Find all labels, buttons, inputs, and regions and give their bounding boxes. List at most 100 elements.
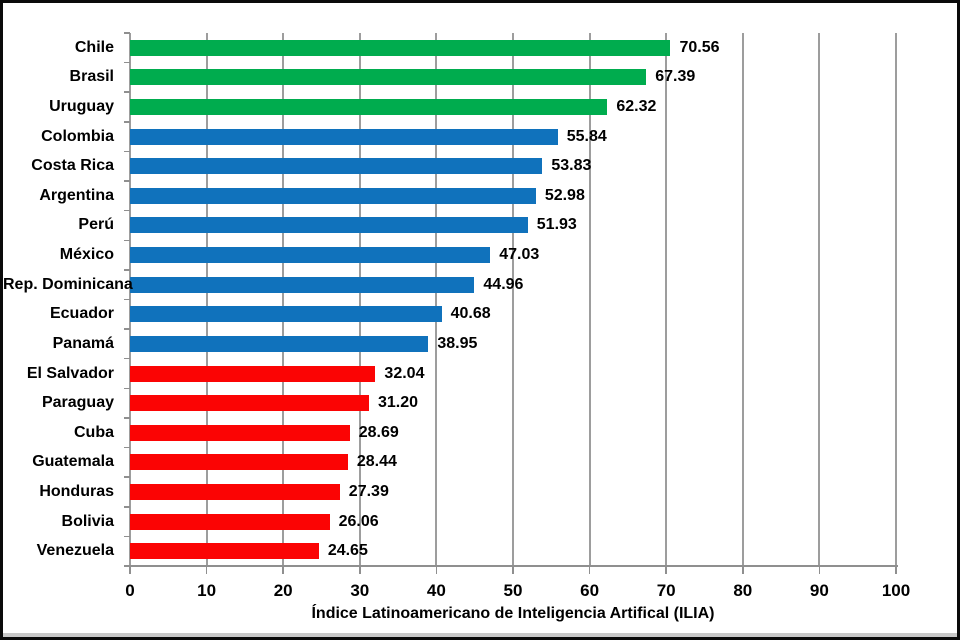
x-axis-tick [665,566,667,574]
y-axis-tick [124,328,130,330]
bar-value-label: 51.93 [536,216,577,234]
gridline [282,33,285,566]
category-label: El Salvador [26,364,114,382]
bar-rep-dominicana [130,276,475,293]
x-tick-label: 20 [273,581,293,600]
y-axis-tick [124,387,130,390]
bar-bolivia [130,513,330,530]
category-label: Colombia [41,127,114,145]
y-axis-tick [124,150,130,153]
y-axis-tick [124,446,130,449]
bar-brasil [130,69,647,86]
y-axis-tick [124,121,130,123]
bar-venezuela [130,543,319,560]
gridline [895,33,897,566]
bar-colombia [130,128,558,145]
bar-row: 32.04 [130,359,896,389]
x-axis-tick [818,566,821,574]
bar-row: 53.83 [130,151,896,181]
y-axis-tick [124,357,130,360]
bar-row: 55.84 [130,122,896,152]
bar-m-xico [130,247,491,264]
bar-value-label: 24.65 [327,542,368,560]
category-label: Guatemala [32,453,114,471]
x-axis-tick [129,566,131,574]
gridline [205,33,208,566]
bar-chile [130,39,671,56]
y-axis-tick [124,476,130,478]
gridline [818,33,821,566]
bar-row: 28.44 [130,448,896,478]
category-label: Costa Rica [31,157,114,175]
y-axis-tick [124,417,130,419]
gridline [358,33,361,566]
x-tick-label: 100 [881,581,911,600]
bar-value-label: 27.39 [348,482,389,500]
category-label: Bolivia [61,512,114,530]
x-axis-tick [512,566,514,574]
gridline [435,33,438,566]
bar-row: 44.96 [130,270,896,300]
x-axis-tick [742,566,744,574]
bar-honduras [130,483,340,500]
y-axis-tick [124,506,130,508]
bar-row: 40.68 [130,300,896,330]
bar-row: 47.03 [130,240,896,270]
bar-value-label: 52.98 [544,186,585,204]
bar-row: 70.56 [130,33,896,63]
x-axis-tick [435,566,438,574]
x-axis-tick [205,566,208,574]
bar-value-label: 31.20 [377,394,419,412]
category-label: Honduras [39,482,114,500]
bar-value-label: 53.83 [551,157,592,175]
y-axis-tick [124,239,130,242]
bar-uruguay [130,99,608,116]
bar-value-label: 55.84 [566,127,607,145]
bar-row: 67.39 [130,63,896,93]
gridline [665,33,668,566]
category-label: Rep. Dominicana [3,275,133,293]
bar-value-label: 28.69 [358,423,399,441]
bar-el-salvador [130,365,376,382]
bar-per- [130,217,528,234]
x-axis-tick [895,566,897,574]
y-axis-line [129,33,131,566]
bar-row: 24.65 [130,536,896,566]
bar-row: 38.95 [130,329,896,359]
bar-row: 31.20 [130,388,896,418]
gridline [512,33,514,566]
gridline [588,33,591,566]
bar-guatemala [130,454,348,471]
x-tick-label: 90 [809,581,829,600]
bar-value-label: 32.04 [384,364,425,382]
y-axis-tick [124,32,130,34]
bar-panam- [130,335,429,352]
x-tick-label: 80 [733,581,753,600]
category-label: Paraguay [41,394,114,412]
bar-value-label: 26.06 [338,512,379,530]
plot-area: 70.56 67.39 62.32 55.84 53.83 52.98 51.93 47.03… [124,32,897,574]
bar-paraguay [130,395,369,412]
y-axis-tick [124,61,130,64]
x-tick-label: 60 [580,581,600,600]
y-axis-tick [124,565,130,567]
x-tick-label: 10 [197,581,217,600]
bar-value-label: 67.39 [655,68,696,86]
x-tick-label: 0 [125,581,135,600]
x-axis-tick [282,566,284,574]
bar-row: 52.98 [130,181,896,211]
x-axis-line [130,565,898,567]
x-axis-title: Índice Latinoamericano de Inteligencia A… [311,605,715,622]
bar-value-label: 40.68 [450,305,491,323]
gridline [741,33,744,566]
x-tick-label: 70 [656,581,676,600]
x-tick-label: 40 [426,581,446,600]
bar-row: 51.93 [130,211,896,241]
category-label: Perú [78,216,114,234]
y-axis-tick [124,298,130,301]
x-tick-label: 30 [350,581,370,600]
bar-row: 27.39 [130,477,896,507]
y-axis-tick [124,91,130,93]
bar-value-label: 47.03 [499,246,540,264]
x-tick-label: 50 [503,581,523,600]
